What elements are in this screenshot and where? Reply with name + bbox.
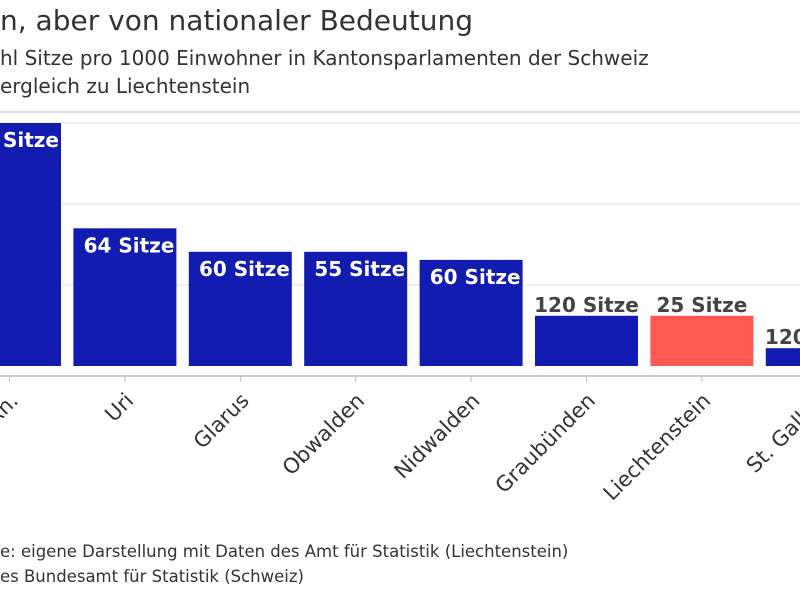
data-label: 120 Sitze	[534, 293, 639, 317]
bar-5	[535, 315, 638, 366]
data-label: Sitze	[3, 128, 59, 152]
x-tick-label: Appenzell I. Rh.	[0, 388, 23, 521]
bar-2	[188, 251, 292, 366]
bar-7	[765, 348, 800, 366]
data-label: 25 Sitze	[656, 293, 747, 317]
chart-subtitle-line-2: ergleich zu Liechtenstein	[0, 74, 251, 98]
x-tick-label: Liechtenstein	[599, 388, 716, 505]
bar-6	[650, 315, 754, 366]
bar-4	[419, 259, 523, 366]
source-line-1: e: eigene Darstellung mit Daten des Amt …	[0, 542, 569, 561]
data-label: 60 Sitze	[199, 257, 290, 281]
chart-subtitle-line-1: hl Sitze pro 1000 Einwohner in Kantonspa…	[0, 46, 649, 70]
x-tick-label: St. Gallen	[742, 388, 800, 477]
data-label: 60 Sitze	[430, 265, 521, 289]
data-label: 55 Sitze	[314, 257, 405, 281]
bar-1	[73, 228, 177, 366]
x-tick-label: Obwalden	[278, 388, 369, 479]
x-tick-label: Nidwalden	[390, 388, 485, 483]
x-tick-label: Graubünden	[491, 388, 600, 497]
chart-title: n, aber von nationaler Bedeutung	[0, 4, 474, 37]
x-tick-label: Uri	[100, 388, 138, 426]
bar-0	[0, 123, 61, 366]
bar-3	[304, 251, 408, 366]
data-label: 64 Sitze	[84, 233, 175, 257]
source-line-2: es Bundesamt für Statistik (Schweiz)	[0, 567, 304, 586]
data-label: 120 Sitze	[765, 325, 800, 349]
x-tick-label: Glarus	[189, 388, 254, 453]
